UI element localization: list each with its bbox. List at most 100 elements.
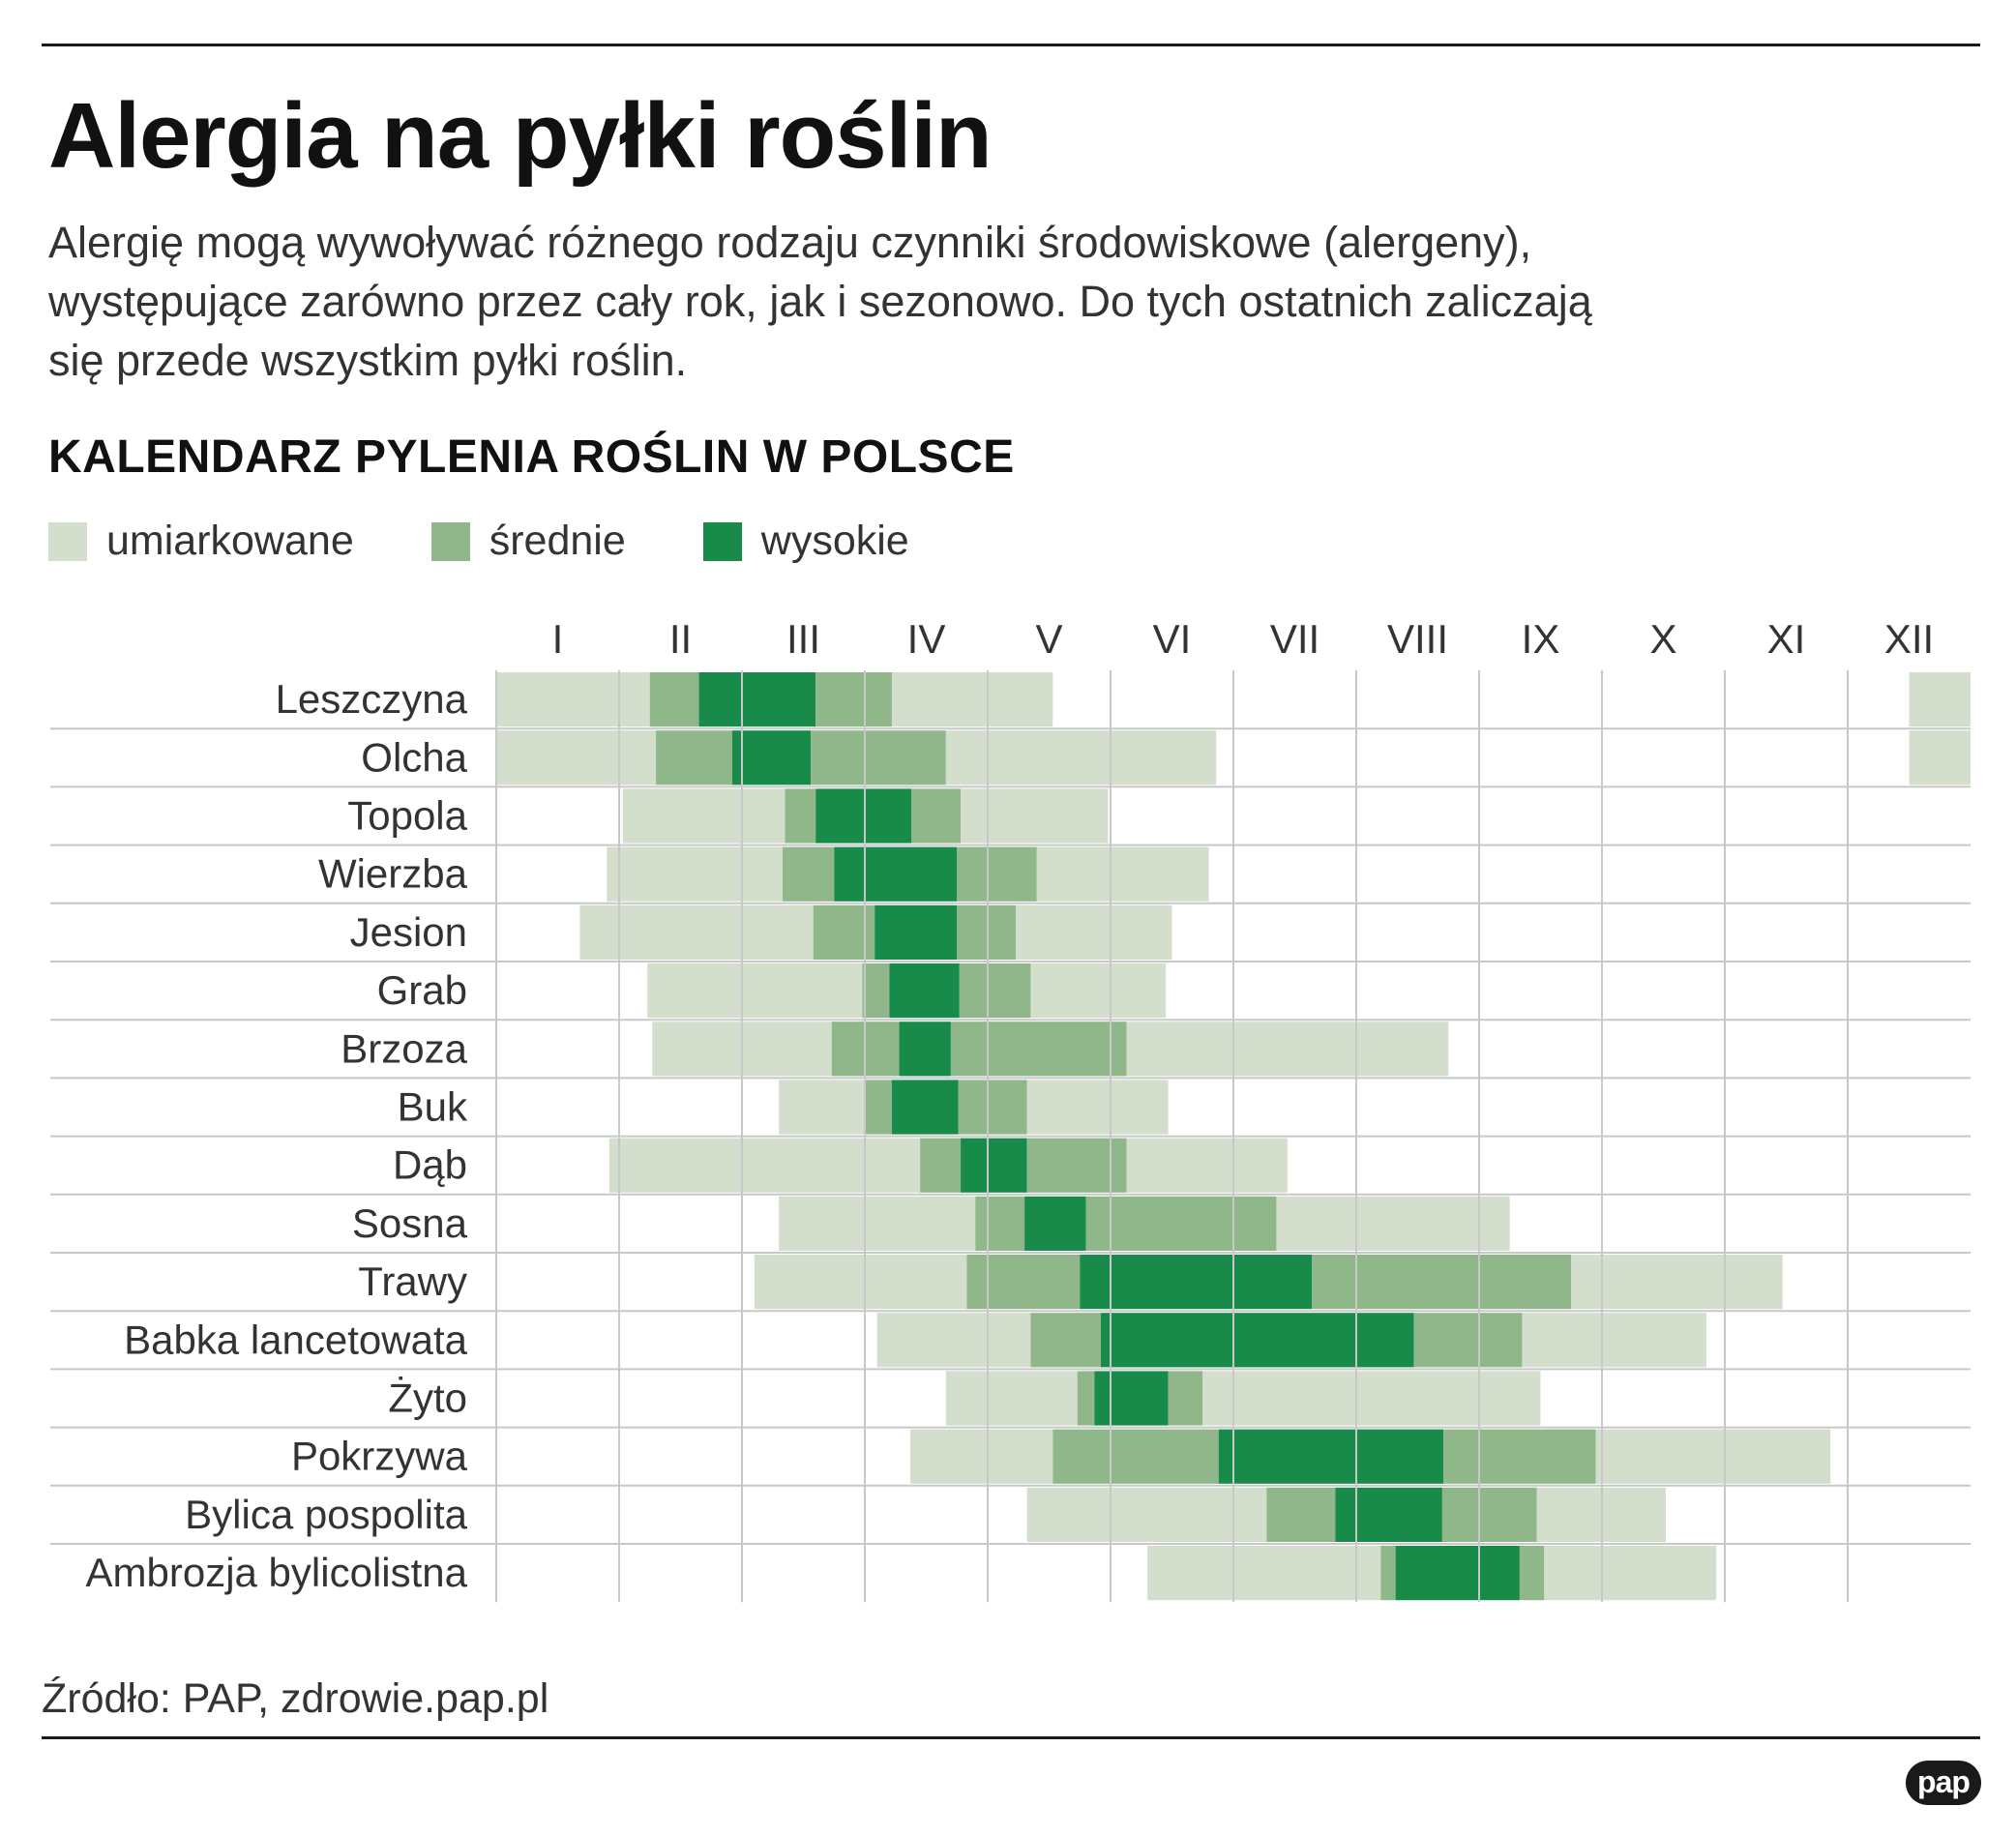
pollen-bar-medium [966, 1255, 1081, 1310]
pollen-bar-high [834, 846, 958, 902]
pollen-bar-moderate [1276, 1196, 1510, 1251]
plant-label: Ambrozja bylicolistna [86, 1550, 468, 1595]
pollen-bar-medium [1085, 1196, 1277, 1251]
pollen-bar-medium [1026, 1138, 1127, 1193]
month-label: IX [1522, 616, 1560, 662]
bottom-rule [42, 1736, 1980, 1739]
pollen-bar-moderate [945, 730, 1217, 785]
pollen-bar-high [891, 1080, 959, 1135]
pollen-calendar-chart: I II III IV V VI VII VIII IX X XI XIILeszczynaOlcha… [50, 616, 1971, 1603]
pollen-bar-high [1218, 1429, 1444, 1484]
plant-label: Topola [347, 793, 467, 839]
pollen-bar-moderate [876, 1313, 1031, 1368]
month-label: XI [1767, 616, 1806, 662]
pollen-bar-moderate [579, 904, 814, 960]
month-label: V [1035, 616, 1062, 662]
pollen-bar-medium [957, 846, 1037, 902]
pollen-bar-medium [865, 1080, 892, 1135]
pollen-bar-medium [815, 672, 892, 727]
pollen-bar-moderate [622, 788, 786, 844]
legend-swatch-medium [430, 521, 470, 561]
plant-label: Dąb [393, 1142, 467, 1188]
pollen-bar-medium [862, 963, 890, 1019]
legend-label-medium: średnie [489, 518, 626, 564]
pollen-bar-medium [1443, 1429, 1596, 1484]
pollen-bar-medium [975, 1196, 1025, 1251]
pollen-bar-moderate [1595, 1429, 1831, 1484]
month-label: VIII [1387, 616, 1448, 662]
pollen-bar-moderate [779, 1080, 865, 1135]
legend: umiarkowane średnie wysokie [48, 518, 987, 565]
month-label: II [669, 616, 692, 662]
legend-swatch-moderate [48, 521, 87, 561]
pollen-bar-medium [1077, 1371, 1095, 1426]
pollen-bar-high [1094, 1371, 1169, 1426]
pollen-bar-moderate [1036, 846, 1209, 902]
plant-label: Jesion [350, 909, 467, 955]
pollen-bar-medium [958, 1080, 1027, 1135]
pollen-bar-medium [1413, 1313, 1523, 1368]
lead-text: Alergię mogą wywoływać różnego rodzaju c… [48, 213, 1935, 390]
page-title: Alergia na pyłki roślin [48, 84, 993, 188]
legend-label-high: wysokie [760, 518, 909, 564]
pollen-bar-high [1080, 1255, 1313, 1310]
plant-label: Pokrzywa [291, 1434, 468, 1479]
pollen-bar-medium [1519, 1546, 1545, 1601]
pollen-bar-high [1100, 1313, 1414, 1368]
pollen-bar-medium [782, 846, 835, 902]
pollen-bar-medium [656, 730, 732, 785]
lead-line: Alergię mogą wywoływać różnego rodzaju c… [48, 218, 1532, 267]
pollen-bar-medium [1052, 1429, 1219, 1484]
plant-label: Grab [377, 967, 467, 1013]
pollen-bar-moderate [1026, 1487, 1267, 1542]
pollen-bar-high [731, 730, 812, 785]
pollen-bar-moderate [1126, 1022, 1449, 1077]
pollen-bar-moderate [496, 672, 650, 727]
pollen-bar-moderate [1126, 1138, 1288, 1193]
month-label: IV [907, 616, 946, 662]
plant-label: Leszczyna [276, 676, 468, 722]
pollen-bar-moderate [1909, 730, 1971, 785]
pollen-bar-medium [785, 788, 816, 844]
plant-label: Trawy [358, 1259, 467, 1304]
pollen-bar-moderate [1571, 1255, 1783, 1310]
pollen-bar-moderate [779, 1196, 976, 1251]
pollen-bar-high [1395, 1546, 1520, 1601]
month-label: XII [1884, 616, 1934, 662]
plant-label: Sosna [352, 1200, 468, 1246]
pollen-bar-moderate [496, 730, 657, 785]
month-label: I [552, 616, 564, 662]
pollen-bar-medium [1441, 1487, 1537, 1542]
plant-label: Wierzba [318, 851, 468, 897]
pollen-bar-moderate [961, 788, 1109, 844]
legend-item-moderate: umiarkowane [48, 518, 354, 565]
legend-item-medium: średnie [430, 518, 626, 565]
month-label: III [786, 616, 820, 662]
month-label: VI [1153, 616, 1192, 662]
pollen-bar-moderate [1909, 672, 1971, 727]
plant-label: Olcha [361, 734, 467, 780]
lead-line: się przede wszystkim pyłki roślin. [48, 336, 688, 385]
pollen-bar-moderate [1016, 904, 1172, 960]
plant-label: Babka lancetowata [124, 1317, 468, 1362]
source-note: Źródło: PAP, zdrowie.pap.pl [42, 1675, 549, 1722]
pollen-bar-moderate [1147, 1546, 1381, 1601]
legend-swatch-high [702, 521, 742, 561]
plant-label: Buk [398, 1084, 468, 1130]
pollen-bar-high [1335, 1487, 1442, 1542]
pollen-bar-medium [959, 963, 1031, 1019]
pollen-bar-medium [911, 788, 962, 844]
plant-label: Bylica pospolita [185, 1492, 467, 1537]
pap-logo: pap [1906, 1761, 1981, 1805]
pollen-bar-high [698, 672, 816, 727]
pollen-bar-moderate [945, 1371, 1078, 1426]
pollen-bar-medium [1380, 1546, 1396, 1601]
pollen-bar-moderate [754, 1255, 967, 1310]
pollen-bar-medium [920, 1138, 962, 1193]
pollen-bar-medium [1266, 1487, 1336, 1542]
legend-item-high: wysokie [702, 518, 909, 565]
pollen-bar-high [899, 1022, 951, 1077]
pollen-bar-moderate [1202, 1371, 1541, 1426]
pollen-bar-medium [649, 672, 699, 727]
pollen-bar-high [889, 963, 960, 1019]
